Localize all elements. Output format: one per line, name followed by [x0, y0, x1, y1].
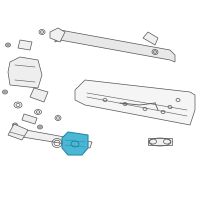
Polygon shape [30, 88, 48, 102]
Ellipse shape [71, 141, 79, 147]
Polygon shape [143, 32, 158, 45]
Polygon shape [148, 138, 172, 145]
Polygon shape [75, 80, 195, 125]
Polygon shape [18, 40, 32, 50]
Polygon shape [8, 57, 42, 88]
Polygon shape [10, 128, 92, 148]
Polygon shape [8, 124, 28, 140]
Polygon shape [62, 132, 88, 155]
Polygon shape [55, 30, 175, 62]
Polygon shape [50, 28, 65, 42]
Polygon shape [22, 114, 37, 124]
